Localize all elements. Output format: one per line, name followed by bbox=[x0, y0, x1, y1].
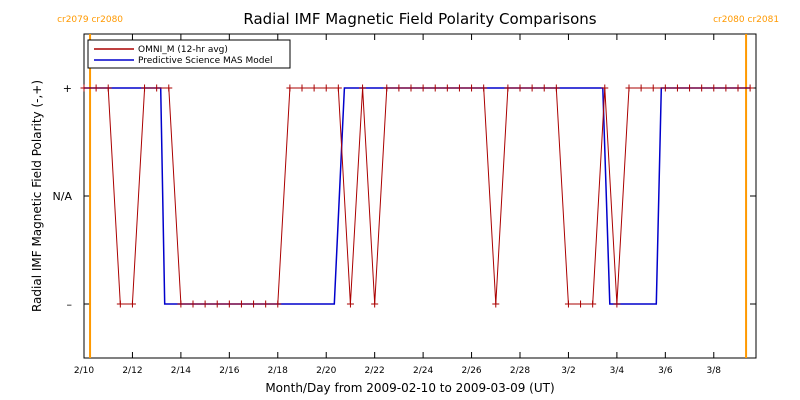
legend: OMNI_M (12-hr avg) Predictive Science MA… bbox=[87, 39, 291, 69]
series-point bbox=[116, 300, 124, 308]
x-tick-label: 3/6 bbox=[658, 366, 673, 376]
series-point bbox=[407, 84, 415, 92]
series-point bbox=[153, 84, 161, 92]
y-tick-label: – bbox=[67, 298, 73, 311]
series-point bbox=[492, 300, 500, 308]
series-point bbox=[298, 84, 306, 92]
series-point bbox=[613, 300, 621, 308]
series-point bbox=[698, 84, 706, 92]
series-point bbox=[601, 84, 609, 92]
series-point bbox=[213, 300, 221, 308]
series-point bbox=[528, 84, 536, 92]
carrington-label-1: cr2080 cr2081 bbox=[713, 15, 779, 25]
series-point bbox=[673, 84, 681, 92]
carrington-label-0: cr2079 cr2080 bbox=[57, 15, 123, 25]
x-tick-label: 2/14 bbox=[171, 366, 191, 376]
y-axis-label: Radial IMF Magnetic Field Polarity (-,+) bbox=[30, 80, 44, 312]
legend-label-mas: Predictive Science MAS Model bbox=[138, 56, 273, 66]
series-point bbox=[104, 84, 112, 92]
series-point bbox=[128, 300, 136, 308]
series-point bbox=[431, 84, 439, 92]
series-point bbox=[589, 300, 597, 308]
carrington-labels: cr2079 cr2080 cr2080 cr2081 bbox=[57, 15, 779, 25]
series-point bbox=[395, 84, 403, 92]
series-point bbox=[322, 84, 330, 92]
series-point bbox=[516, 84, 524, 92]
series-point bbox=[371, 300, 379, 308]
series-point bbox=[564, 300, 572, 308]
series-point bbox=[237, 300, 245, 308]
series-point bbox=[625, 84, 633, 92]
series-point bbox=[468, 84, 476, 92]
series-point bbox=[262, 300, 270, 308]
series-point bbox=[686, 84, 694, 92]
series-point bbox=[189, 300, 197, 308]
x-axis-label: Month/Day from 2009-02-10 to 2009-03-09 … bbox=[265, 381, 554, 395]
series-point bbox=[141, 84, 149, 92]
series-point bbox=[80, 84, 88, 92]
series-point bbox=[250, 300, 258, 308]
x-tick-label: 2/24 bbox=[413, 366, 433, 376]
series-point bbox=[177, 300, 185, 308]
series-point bbox=[419, 84, 427, 92]
series-point bbox=[746, 84, 754, 92]
x-tick-label: 2/10 bbox=[74, 366, 94, 376]
y-tick-label: + bbox=[63, 82, 72, 95]
series-point bbox=[710, 84, 718, 92]
chart-title: Radial IMF Magnetic Field Polarity Compa… bbox=[243, 10, 596, 28]
series-point bbox=[504, 84, 512, 92]
series-point bbox=[552, 84, 560, 92]
x-tick-label: 3/4 bbox=[610, 366, 625, 376]
x-tick-label: 2/18 bbox=[268, 366, 288, 376]
series-layer bbox=[80, 84, 754, 308]
series-point bbox=[540, 84, 548, 92]
x-tick-label: 3/8 bbox=[707, 366, 722, 376]
series-point bbox=[577, 300, 585, 308]
x-tick-label: 2/28 bbox=[510, 366, 530, 376]
series-point bbox=[334, 84, 342, 92]
series-point bbox=[443, 84, 451, 92]
series-point bbox=[165, 84, 173, 92]
x-tick-label: 3/2 bbox=[561, 366, 575, 376]
series-point bbox=[274, 300, 282, 308]
series-point bbox=[346, 300, 354, 308]
series-point bbox=[286, 84, 294, 92]
legend-label-omni: OMNI_M (12-hr avg) bbox=[138, 45, 228, 55]
series-point bbox=[734, 84, 742, 92]
series-point bbox=[661, 84, 669, 92]
x-tick-label: 2/26 bbox=[461, 366, 481, 376]
x-tick-label: 2/22 bbox=[365, 366, 385, 376]
x-tick-label: 2/16 bbox=[219, 366, 239, 376]
series-point bbox=[637, 84, 645, 92]
series-point bbox=[310, 84, 318, 92]
x-tick-label: 2/20 bbox=[316, 366, 336, 376]
series-point bbox=[480, 84, 488, 92]
series-point bbox=[722, 84, 730, 92]
series-point bbox=[92, 84, 100, 92]
series-point bbox=[383, 84, 391, 92]
series-point bbox=[649, 84, 657, 92]
x-tick-label: 2/12 bbox=[122, 366, 142, 376]
y-tick-label: N/A bbox=[53, 190, 73, 203]
series-point bbox=[455, 84, 463, 92]
series-point bbox=[359, 84, 367, 92]
legend-box bbox=[87, 39, 291, 69]
series-point bbox=[225, 300, 233, 308]
x-axis-ticks: 2/10 2/12 2/14 2/16 2/18 2/20 2/22 2/24 2/26 2/28… bbox=[74, 34, 721, 376]
series-point bbox=[201, 300, 209, 308]
